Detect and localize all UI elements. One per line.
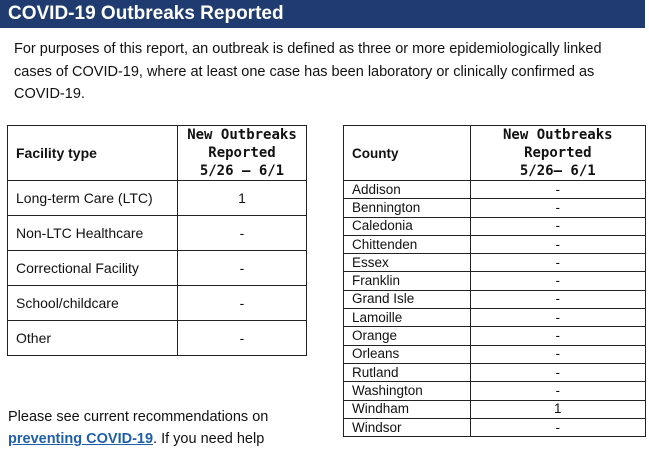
row: Windham 1 [343,399,647,419]
cell: - [469,326,647,346]
cell: - [469,234,647,255]
cell: - [469,253,647,273]
cell: Addison [343,179,471,200]
row: Rutland - [343,362,647,383]
header-row: Facility type New Outbreaks Reported 5/26 –… [7,125,308,181]
cell: Washington [343,381,471,401]
row: Orange - [343,326,647,346]
row: Grand Isle - [343,289,647,310]
cell: School/childcare [7,285,178,321]
cell: - [176,285,308,321]
row: Essex - [343,253,647,273]
row: Orleans - [343,344,647,364]
row: Correctional Facility - [7,250,308,286]
cell: - [469,362,647,383]
row: Franklin - [343,271,647,291]
header-line: New Outbreaks [187,127,297,143]
header-cell: New Outbreaks Reported 5/26 – 6/1 [176,125,308,181]
footer-text: Please see current recommendations on [8,409,269,425]
cell: Long-term Care (LTC) [7,180,178,216]
cell: - [469,308,647,328]
facility-table: Facility type New Outbreaks Reported 5/26 –… [7,125,308,356]
cell: Bennington [343,198,471,218]
cell: Chittenden [343,234,471,255]
cell: - [469,289,647,310]
row: Long-term Care (LTC) 1 [7,180,308,216]
cell: - [469,198,647,218]
cell: Orange [343,326,471,346]
cell: Other [7,320,178,356]
footer: Please see current recommendations on pre… [8,406,298,450]
row: Non-LTC Healthcare - [7,215,308,251]
cell: - [176,250,308,286]
cell: 1 [176,180,308,216]
header-row: County New Outbreaks Reported 5/26– 6/1 [343,125,647,181]
cell: - [469,417,647,438]
row: Lamoille - [343,308,647,328]
row: Chittenden - [343,234,647,255]
footer-text: . If you need help [153,431,265,447]
cell: Lamoille [343,308,471,328]
header-cell: County [343,125,471,181]
header-line: 5/26 – 6/1 [199,163,285,179]
link[interactable]: preventing COVID-19 [8,431,154,447]
header-line: 5/26– 6/1 [519,163,596,179]
cell: 1 [469,399,647,419]
header-line: Reported [524,145,592,161]
row: Bennington - [343,198,647,218]
cell: Rutland [343,362,471,383]
cell: Orleans [343,344,471,364]
header-title: COVID-19 Outbreaks Reported [0,0,645,28]
row: School/childcare - [7,285,308,321]
cell: Franklin [343,271,471,291]
header-cell: Facility type [7,125,178,181]
row: Washington - [343,381,647,401]
row: Other - [7,320,308,356]
cell: - [176,215,308,251]
cell: - [176,320,308,356]
cell: Windham [343,399,471,419]
intro-text: For purposes of this report, an outbreak… [14,41,602,102]
cell: Non-LTC Healthcare [7,215,178,251]
header-cell: New Outbreaks Reported 5/26– 6/1 [469,125,647,181]
row: Caledonia - [343,216,647,236]
cell: Correctional Facility [7,250,178,286]
county-table: County New Outbreaks Reported 5/26– 6/1 Addi… [343,125,647,438]
cell: Windsor [343,417,471,438]
cell: Grand Isle [343,289,471,310]
header-line: Reported [208,145,276,161]
header-line: New Outbreaks [503,127,613,143]
cell: - [469,271,647,291]
row: Windsor - [343,417,647,438]
cell: - [469,179,647,200]
cell: Essex [343,253,471,273]
cell: - [469,216,647,236]
row: Addison - [343,179,647,200]
cell: - [469,344,647,364]
cell: Caledonia [343,216,471,236]
cell: - [469,381,647,401]
